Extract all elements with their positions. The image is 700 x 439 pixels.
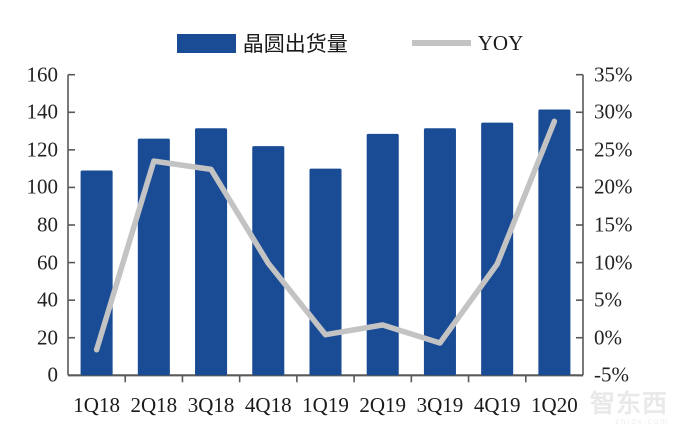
right-axis-tick-label: 20% [594, 174, 633, 199]
legend-item-yoy: YOY [411, 30, 524, 56]
bar [481, 122, 514, 376]
category-axis-label: 1Q18 [73, 393, 120, 418]
right-axis-tick-label: 0% [594, 325, 622, 350]
category-axis-label: 2Q19 [359, 393, 407, 418]
category-axis-label: 1Q19 [302, 393, 349, 418]
left-axis-tick-label: 120 [26, 137, 59, 162]
yoy-line [93, 118, 558, 353]
category-axis-label: 3Q19 [416, 393, 464, 418]
category-axis-label: 2Q18 [130, 393, 178, 418]
left-axis-tick-label: 140 [26, 99, 59, 124]
line-series [93, 118, 558, 353]
right-axis-tick-label: 5% [594, 287, 622, 312]
category-axis-label: 3Q18 [187, 393, 235, 418]
left-axis-tick-label: 60 [37, 250, 58, 275]
category-axis-label: 4Q18 [244, 393, 292, 418]
chart-legend: 晶圆出货量 YOY [0, 26, 700, 60]
right-axis-tick-label: 35% [594, 62, 633, 87]
left-axis-tick-label: 160 [26, 62, 59, 87]
left-axis-tick-label: 40 [37, 287, 58, 312]
bar [137, 138, 170, 376]
bar [195, 128, 228, 376]
right-axis-tick-label: 10% [594, 250, 633, 275]
category-axis-label: 1Q20 [531, 393, 578, 418]
bar [538, 109, 571, 376]
right-axis-tick-label: -5% [594, 362, 629, 387]
bar [309, 168, 342, 376]
right-axis-tick-label: 25% [594, 137, 633, 162]
left-axis-tick-label: 100 [26, 174, 59, 199]
left-axis-tick-label: 20 [37, 325, 58, 350]
left-axis-tick-label: 80 [37, 212, 58, 237]
legend-label-yoy: YOY [477, 30, 524, 55]
bar [423, 128, 456, 376]
right-axis-tick-label: 30% [594, 99, 633, 124]
legend-item-wafer-shipments: 晶圆出货量 [176, 28, 348, 58]
bar-swatch-icon [176, 33, 236, 53]
bar [366, 133, 399, 376]
line-swatch-icon [411, 40, 471, 46]
left-axis-tick-label: 0 [47, 362, 59, 387]
legend-label-wafer-shipments: 晶圆出货量 [242, 32, 348, 56]
category-axis-label: 4Q19 [473, 393, 521, 418]
right-axis-tick-label: 15% [594, 212, 633, 237]
